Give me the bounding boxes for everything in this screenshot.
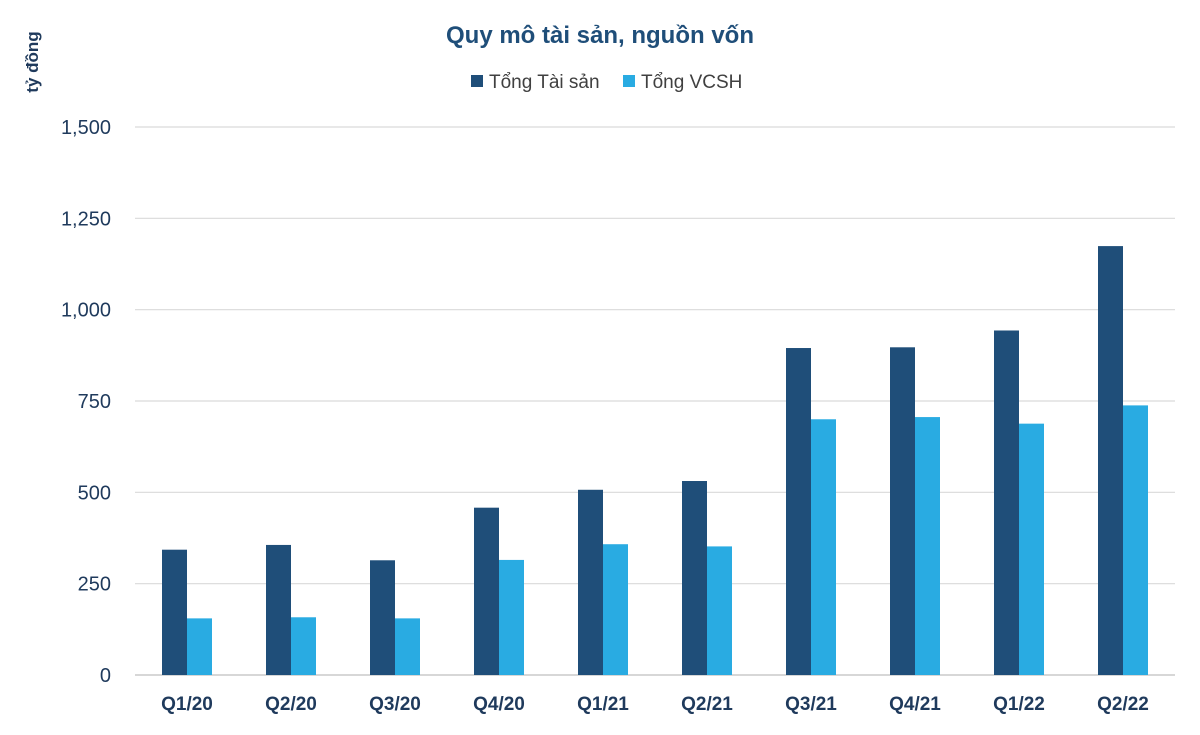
legend-swatch-tong-vcsh bbox=[623, 75, 635, 87]
y-tick-label: 1,000 bbox=[61, 300, 111, 322]
bar-tong-tai-san bbox=[786, 348, 811, 675]
bar-tong-tai-san bbox=[890, 347, 915, 675]
legend-label-tong-vcsh: Tổng VCSH bbox=[641, 72, 742, 93]
y-tick-label: 1,500 bbox=[61, 117, 111, 139]
x-tick-label: Q1/22 bbox=[993, 694, 1045, 715]
bar-tong-tai-san bbox=[162, 549, 187, 675]
x-tick-label: Q4/20 bbox=[473, 694, 525, 715]
bar-tong-vcsh bbox=[395, 618, 420, 675]
x-tick-label: Q2/21 bbox=[681, 694, 733, 715]
legend-swatch-tong-tai-san bbox=[471, 75, 483, 87]
y-axis-label: tỷ đồng bbox=[23, 31, 42, 92]
bar-tong-vcsh bbox=[1123, 405, 1148, 675]
x-tick-label: Q2/22 bbox=[1097, 694, 1149, 715]
bar-tong-tai-san bbox=[266, 544, 291, 675]
bar-tong-vcsh bbox=[1019, 423, 1044, 675]
bar-tong-tai-san bbox=[474, 507, 499, 675]
x-tick-label: Q1/21 bbox=[577, 694, 629, 715]
x-tick-label: Q2/20 bbox=[265, 694, 317, 715]
bar-tong-tai-san bbox=[370, 560, 395, 675]
bar-tong-tai-san bbox=[994, 330, 1019, 675]
gridlines bbox=[135, 126, 1175, 676]
bar-tong-tai-san bbox=[578, 489, 603, 675]
bar-tong-vcsh bbox=[499, 559, 524, 675]
legend-label-tong-tai-san: Tổng Tài sản bbox=[489, 72, 600, 93]
y-tick-label: 1,250 bbox=[61, 208, 111, 230]
bar-tong-tai-san bbox=[1098, 246, 1123, 675]
y-tick-label: 500 bbox=[78, 482, 111, 504]
bar-tong-vcsh bbox=[187, 618, 212, 675]
x-tick-label: Q3/20 bbox=[369, 694, 421, 715]
y-tick-label: 750 bbox=[78, 391, 111, 413]
bar-tong-vcsh bbox=[811, 419, 836, 675]
y-axis-ticks: 0 250 500 750 1,000 1,250 1,500 bbox=[61, 117, 111, 687]
bar-tong-vcsh bbox=[915, 417, 940, 675]
bar-tong-vcsh bbox=[603, 544, 628, 675]
y-tick-label: 0 bbox=[100, 665, 111, 687]
bar-tong-vcsh bbox=[291, 617, 316, 675]
chart-title: Quy mô tài sản, nguồn vốn bbox=[446, 22, 754, 49]
bar-tong-tai-san bbox=[682, 481, 707, 675]
legend: Tổng Tài sản Tổng VCSH bbox=[471, 72, 742, 93]
y-tick-label: 250 bbox=[78, 574, 111, 596]
x-axis-ticks: Q1/20 Q2/20 Q3/20 Q4/20 Q1/21 Q2/21 Q3/21 Q4/21… bbox=[161, 694, 1149, 715]
bar-tong-vcsh bbox=[707, 546, 732, 675]
x-tick-label: Q1/20 bbox=[161, 694, 213, 715]
x-tick-label: Q4/21 bbox=[889, 694, 941, 715]
bars bbox=[162, 246, 1148, 675]
x-tick-label: Q3/21 bbox=[785, 694, 837, 715]
